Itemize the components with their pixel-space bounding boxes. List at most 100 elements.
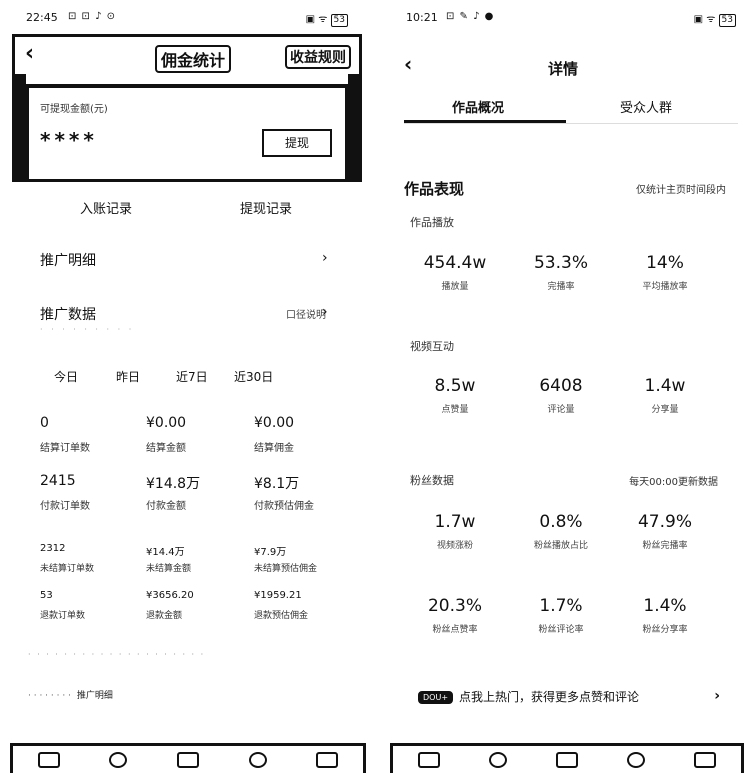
status-bar: 22:45 ⊡ ⊡ ♪ ⊙ ▣ ᯤ 53: [0, 0, 366, 34]
promo-text: 点我上热门，获得更多点赞和评论: [459, 690, 640, 704]
nav-back-icon[interactable]: [37, 751, 60, 768]
metric-label: 播放量: [441, 282, 469, 292]
balance-frame: [12, 74, 362, 182]
bottom-nav: [390, 743, 744, 773]
nav-home-icon[interactable]: [488, 751, 507, 768]
top-bar: ‹ 佣金统计 收益规则: [12, 34, 362, 74]
tab-audience[interactable]: 受众人群: [620, 101, 673, 116]
metric-label: 粉丝完播率: [642, 541, 688, 551]
page-title: 佣金统计: [155, 45, 232, 73]
tab-divider: [404, 123, 738, 124]
metric-value: 1.4%: [643, 596, 687, 616]
nav-back-icon[interactable]: [417, 751, 440, 768]
nav-recent-icon[interactable]: [555, 751, 578, 768]
signal-icon: ▣ ᯤ: [305, 14, 328, 25]
paid-amount-label: 付款金额: [146, 501, 186, 512]
data-subtitle: · · · · · · · · ·: [40, 325, 135, 334]
nav-menu-icon[interactable]: [316, 751, 339, 768]
refund-commission-label: 退款预估佣金: [254, 611, 309, 621]
nav-assist-icon[interactable]: [248, 751, 267, 768]
paid-commission-label: 付款预估佣金: [254, 501, 314, 512]
status-time: 10:21: [406, 11, 438, 24]
section-hint: 仅统计主页时间段内: [636, 185, 726, 196]
metric-label: 评论量: [547, 405, 575, 415]
back-icon[interactable]: ‹: [404, 52, 413, 76]
unsettled-amount-label: 未结算金额: [146, 564, 192, 574]
promotion-data-row[interactable]: 推广数据: [40, 307, 96, 323]
metric-value: 20.3%: [427, 596, 482, 616]
bottom-nav: [10, 743, 366, 773]
nav-assist-icon[interactable]: [627, 751, 646, 768]
metric-label: 粉丝分享率: [642, 625, 688, 635]
metric-label: 点赞量: [441, 405, 469, 415]
refund-amount-value: ¥3656.20: [146, 590, 194, 601]
metric-value: 0.8%: [539, 512, 583, 532]
period-today[interactable]: 今日: [54, 370, 79, 384]
system-icons: ▣ ᯤ 53: [306, 11, 348, 27]
metric-label: 粉丝点赞率: [432, 625, 478, 635]
screen-divider: [366, 0, 388, 773]
group-title-interaction: 视频互动: [410, 340, 454, 353]
battery-icon: 53: [330, 14, 348, 27]
notification-icons: ⊡ ✎ ♪ ●: [446, 11, 495, 22]
battery-icon: 53: [718, 14, 736, 27]
back-icon[interactable]: ‹: [25, 41, 35, 66]
section-title: 作品表现: [404, 180, 465, 198]
refund-orders-value: 53: [40, 590, 53, 601]
tab-income-records[interactable]: 入账记录: [80, 202, 133, 217]
rules-button[interactable]: 收益规则: [285, 45, 351, 69]
metric-value: 6408: [539, 376, 583, 396]
refund-orders-label: 退款订单数: [40, 611, 86, 621]
metric-label: 分享量: [651, 405, 679, 415]
promotion-detail-row[interactable]: 推广明细: [40, 253, 96, 269]
signal-icon: ▣ ᯤ: [693, 14, 716, 25]
footer-link[interactable]: 推广明细: [76, 691, 113, 701]
chevron-right-icon[interactable]: ›: [322, 304, 328, 320]
right-screen: 10:21 ⊡ ✎ ♪ ● ▣ ᯤ 53 ‹ 详情 作品概况 受众人群 作品表现…: [388, 0, 754, 773]
chevron-right-icon[interactable]: ›: [322, 250, 328, 266]
data-hint-link[interactable]: 口径说明: [286, 310, 326, 321]
settled-orders-value: 0: [40, 415, 49, 431]
paid-amount-value: ¥14.8万: [146, 476, 201, 492]
settled-amount-value: ¥0.00: [146, 415, 187, 431]
unsettled-commission-value: ¥7.9万: [254, 547, 287, 558]
settled-amount-label: 结算金额: [146, 443, 186, 454]
fans-update-hint: 每天00:00更新数据: [629, 477, 718, 488]
withdraw-button[interactable]: 提现: [262, 129, 332, 157]
metric-value: 8.5w: [434, 376, 476, 396]
period-30d[interactable]: 近30日: [234, 370, 274, 384]
nav-menu-icon[interactable]: [694, 751, 717, 768]
metric-label: 完播率: [547, 282, 575, 292]
unsettled-amount-value: ¥14.4万: [146, 547, 185, 558]
balance-card: [26, 84, 348, 182]
tab-withdraw-records[interactable]: 提现记录: [240, 202, 293, 217]
settled-commission-value: ¥0.00: [254, 415, 295, 431]
nav-recent-icon[interactable]: [176, 751, 199, 768]
balance-value: ****: [40, 128, 98, 152]
group-title-fans: 粉丝数据: [410, 474, 454, 487]
metric-value: 1.7w: [434, 512, 476, 532]
period-7d[interactable]: 近7日: [176, 370, 208, 384]
period-yesterday[interactable]: 昨日: [116, 370, 141, 384]
metric-label: 粉丝评论率: [538, 625, 584, 635]
status-time: 22:45: [26, 11, 58, 24]
active-tab-indicator: [404, 120, 566, 123]
metric-value: 454.4w: [423, 253, 487, 273]
nav-home-icon[interactable]: [109, 751, 128, 768]
unsettled-commission-label: 未结算预估佣金: [254, 564, 318, 574]
refund-amount-label: 退款金额: [146, 611, 183, 621]
group-title-play: 作品播放: [410, 216, 454, 229]
promo-banner[interactable]: DOU+ 点我上热门，获得更多点赞和评论: [418, 688, 718, 710]
notification-icons: ⊡ ⊡ ♪ ⊙: [68, 11, 117, 22]
footer-note: · · · · · · · · · · · · · · · · · · · ·: [28, 650, 206, 659]
footer-line: · · · · · · · · 推广明细: [28, 688, 113, 701]
chevron-right-icon[interactable]: ›: [714, 688, 720, 704]
metric-value: 14%: [646, 253, 684, 273]
paid-orders-value: 2415: [40, 473, 76, 489]
metric-label: 平均播放率: [642, 282, 688, 292]
page-title: 详情: [548, 60, 579, 78]
tab-works-overview[interactable]: 作品概况: [452, 101, 505, 116]
metric-value: 53.3%: [533, 253, 588, 273]
metric-value: 1.4w: [644, 376, 686, 396]
dou-plus-badge: DOU+: [418, 691, 454, 704]
